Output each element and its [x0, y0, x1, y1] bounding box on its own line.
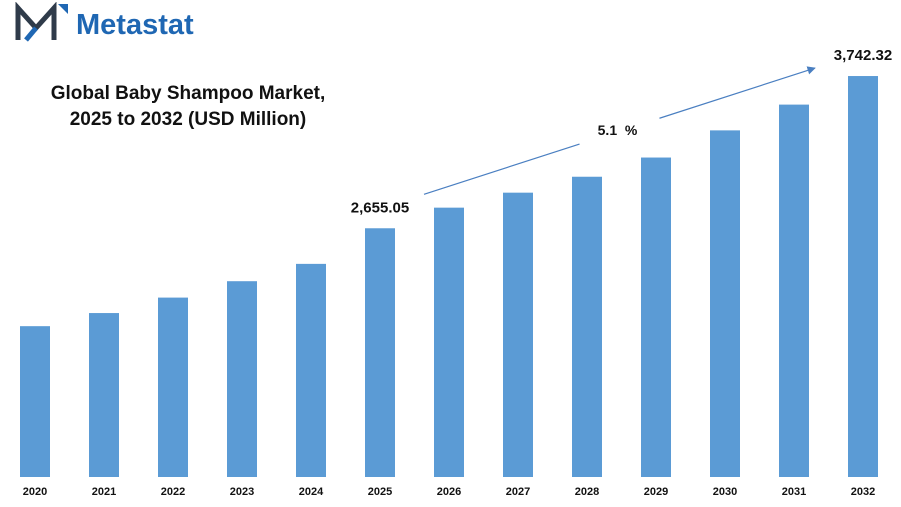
x-tick-2022: 2022	[161, 486, 185, 498]
bar-2021	[89, 313, 119, 477]
bar-series	[20, 76, 878, 478]
chart-title-line-2: 2025 to 2032 (USD Million)	[70, 109, 307, 130]
bar-2022	[158, 297, 188, 477]
bar-2031	[779, 104, 809, 478]
x-tick-2027: 2027	[506, 486, 530, 498]
x-tick-2029: 2029	[644, 486, 668, 498]
growth-arrow-segment-2	[659, 66, 816, 119]
bar-2030	[710, 130, 740, 478]
brand-name: Metastat	[76, 9, 194, 41]
metastat-m-logo-icon	[15, 2, 68, 42]
cagr-label: 5.1 %	[598, 122, 638, 138]
bar-2027	[503, 192, 533, 477]
bar-2029	[641, 157, 671, 477]
x-axis-tick-labels: 2020 2021 2022 2023 2024 2025 2026 2027 2028 2029…	[23, 486, 875, 498]
cagr-annotation: 5.1 %	[423, 66, 816, 195]
x-tick-2031: 2031	[782, 486, 806, 498]
x-tick-2023: 2023	[230, 486, 254, 498]
x-tick-2030: 2030	[713, 486, 737, 498]
data-label-2032: 3,742.32	[834, 47, 892, 64]
x-tick-2025: 2025	[368, 486, 392, 498]
bar-2024	[296, 263, 326, 477]
x-tick-2021: 2021	[92, 486, 116, 498]
data-labels: 2,655.05 3,742.32	[351, 47, 892, 216]
bar-2020	[20, 326, 50, 477]
x-tick-2028: 2028	[575, 486, 599, 498]
x-tick-2024: 2024	[299, 486, 324, 498]
bar-2028	[572, 176, 602, 477]
x-tick-2020: 2020	[23, 486, 47, 498]
bar-2026	[434, 207, 464, 477]
bar-2032	[848, 76, 878, 477]
x-tick-2032: 2032	[851, 486, 875, 498]
brand-logo: Metastat	[15, 2, 194, 42]
bar-2025	[365, 228, 395, 477]
growth-arrow-segment-1	[423, 143, 580, 195]
bar-2023	[227, 281, 257, 477]
chart-title-line-1: Global Baby Shampoo Market,	[51, 83, 326, 104]
data-label-2025: 2,655.05	[351, 199, 409, 216]
x-tick-2026: 2026	[437, 486, 461, 498]
